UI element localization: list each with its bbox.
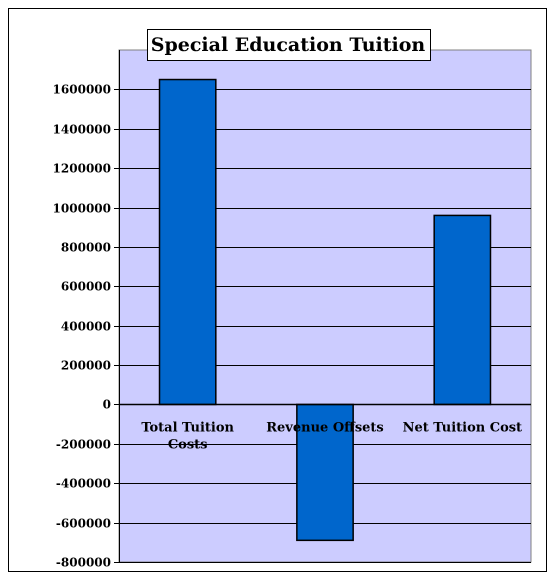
x-category-label-line: Net Tuition Cost [403, 421, 523, 436]
y-tick-label: 1000000 [53, 202, 111, 216]
y-tick-label: 1400000 [53, 123, 111, 137]
x-category-label-line: Costs [168, 438, 208, 453]
x-category-label-line: Total Tuition [141, 421, 234, 436]
x-category-label: Total Tuition Costs [141, 421, 234, 453]
x-category-label-line: Revenue Offsets [266, 421, 384, 436]
chart-title-box: Special Education Tuition [147, 29, 431, 61]
y-tick-label: 800000 [61, 241, 111, 255]
x-category-label: Revenue Offsets [266, 421, 384, 436]
y-tick-label: -400000 [56, 477, 111, 491]
y-axis-ticks: 1600000 1400000 1200000 1000000 800000 600000… [53, 83, 119, 570]
bar [433, 214, 492, 406]
chart-frame: 1600000 1400000 1200000 1000000 800000 600000… [8, 8, 547, 572]
y-tick-label: 1200000 [53, 162, 111, 176]
y-tick-label: 600000 [61, 280, 111, 294]
y-tick-label: -600000 [56, 517, 111, 531]
bar-chart: 1600000 1400000 1200000 1000000 800000 600000… [53, 29, 532, 570]
x-category-label: Net Tuition Cost [403, 421, 523, 436]
y-tick-label: 400000 [61, 320, 111, 334]
title-border [147, 29, 431, 61]
x-axis-category-labels: Total Tuition Costs Revenue Offsets Net Tui… [141, 421, 522, 453]
y-tick-label: 0 [103, 398, 111, 412]
bars [158, 78, 492, 542]
y-tick-label: 200000 [61, 359, 111, 373]
y-tick-label: -800000 [56, 556, 111, 570]
y-tick-label: 1600000 [53, 83, 111, 97]
chart-title: Special Education Tuition [151, 34, 426, 56]
y-tick-label: -200000 [56, 438, 111, 452]
bar [158, 78, 217, 406]
